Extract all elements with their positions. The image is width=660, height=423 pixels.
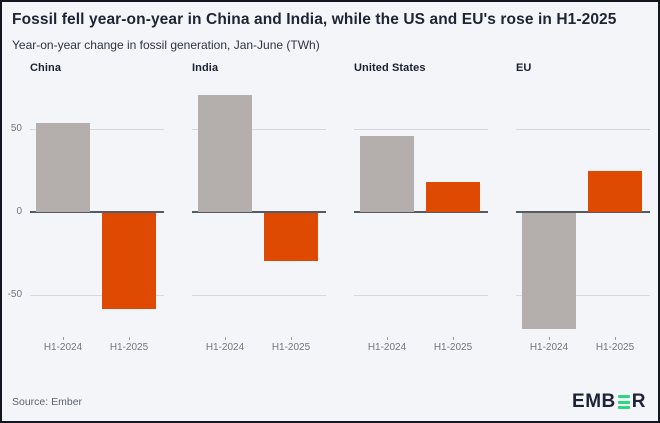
- gridline: [30, 129, 164, 131]
- bar-h1-2025: [264, 213, 318, 261]
- panel-title: EU: [516, 61, 532, 74]
- ember-logo-text-suffix: R: [631, 391, 646, 412]
- zero-line: [516, 211, 650, 214]
- x-axis: H1-2024 H1-2025: [516, 336, 650, 363]
- bar-h1-2025: [426, 182, 480, 213]
- x-tick: [63, 336, 64, 340]
- gridline: [354, 294, 488, 296]
- x-tick: [549, 336, 550, 340]
- gridline: [516, 129, 650, 131]
- y-tick-label: 50: [10, 123, 22, 135]
- logo-bar: [617, 400, 630, 404]
- zero-line: [354, 211, 488, 214]
- zero-line: [192, 211, 326, 214]
- footer: Source: Ember EMB R: [2, 391, 658, 421]
- x-tick: [225, 336, 226, 340]
- x-tick-label: H1-2024: [367, 341, 407, 353]
- gridline: [516, 294, 650, 296]
- bar-h1-2024: [36, 122, 90, 213]
- panel-title: India: [192, 61, 219, 74]
- x-tick: [129, 336, 130, 340]
- zero-line: [30, 211, 164, 214]
- x-tick-label: H1-2024: [529, 341, 569, 353]
- bar-h1-2024: [360, 136, 414, 213]
- bar-h1-2025: [588, 170, 642, 213]
- x-tick-label: H1-2025: [595, 341, 635, 353]
- bar-h1-2025: [102, 213, 156, 309]
- x-tick: [453, 336, 454, 340]
- y-tick-label: 0: [16, 206, 22, 218]
- plot-area: [192, 80, 326, 336]
- panel-eu: EU H1-2024 H1-2025: [516, 62, 650, 363]
- gridline: [30, 294, 164, 296]
- bar-h1-2024: [522, 213, 576, 329]
- small-multiples-chart: 50 0 -50 China H1-2024 H1-2025 India H1-2024 H1…: [2, 62, 658, 363]
- bar-h1-2024: [198, 94, 252, 213]
- gridline: [192, 294, 326, 296]
- ember-logo-text-prefix: EMB: [572, 391, 616, 412]
- panel-united-states: United States H1-2024 H1-2025: [354, 62, 488, 363]
- chart-subtitle: Year-on-year change in fossil generation…: [12, 37, 320, 52]
- panel-title: United States: [354, 61, 426, 74]
- ember-logo-e-bars-icon: [617, 395, 630, 410]
- panels: China H1-2024 H1-2025 India H1-2024 H1-2025 Un…: [30, 62, 658, 363]
- gridline: [354, 129, 488, 131]
- y-axis: 50 0 -50: [2, 80, 24, 336]
- logo-bar: [617, 395, 630, 398]
- x-tick-label: H1-2025: [433, 341, 473, 353]
- x-tick: [387, 336, 388, 340]
- x-axis: H1-2024 H1-2025: [30, 336, 164, 363]
- panel-china: China H1-2024 H1-2025: [30, 62, 164, 363]
- logo-bar: [617, 406, 630, 409]
- plot-area: [30, 80, 164, 336]
- x-tick-label: H1-2024: [205, 341, 245, 353]
- chart-title: Fossil fell year-on-year in China and In…: [12, 11, 617, 28]
- x-tick-label: H1-2024: [43, 341, 83, 353]
- plot-area: [516, 80, 650, 336]
- y-tick-label: -50: [7, 288, 22, 300]
- ember-logo: EMB R: [572, 391, 646, 413]
- gridline: [192, 129, 326, 131]
- panel-title: China: [30, 61, 62, 74]
- x-tick: [615, 336, 616, 340]
- source-note: Source: Ember: [12, 396, 83, 408]
- x-axis: H1-2024 H1-2025: [354, 336, 488, 363]
- x-tick: [291, 336, 292, 340]
- plot-area: [354, 80, 488, 336]
- panel-india: India H1-2024 H1-2025: [192, 62, 326, 363]
- x-axis: H1-2024 H1-2025: [192, 336, 326, 363]
- x-tick-label: H1-2025: [271, 341, 311, 353]
- x-tick-label: H1-2025: [109, 341, 149, 353]
